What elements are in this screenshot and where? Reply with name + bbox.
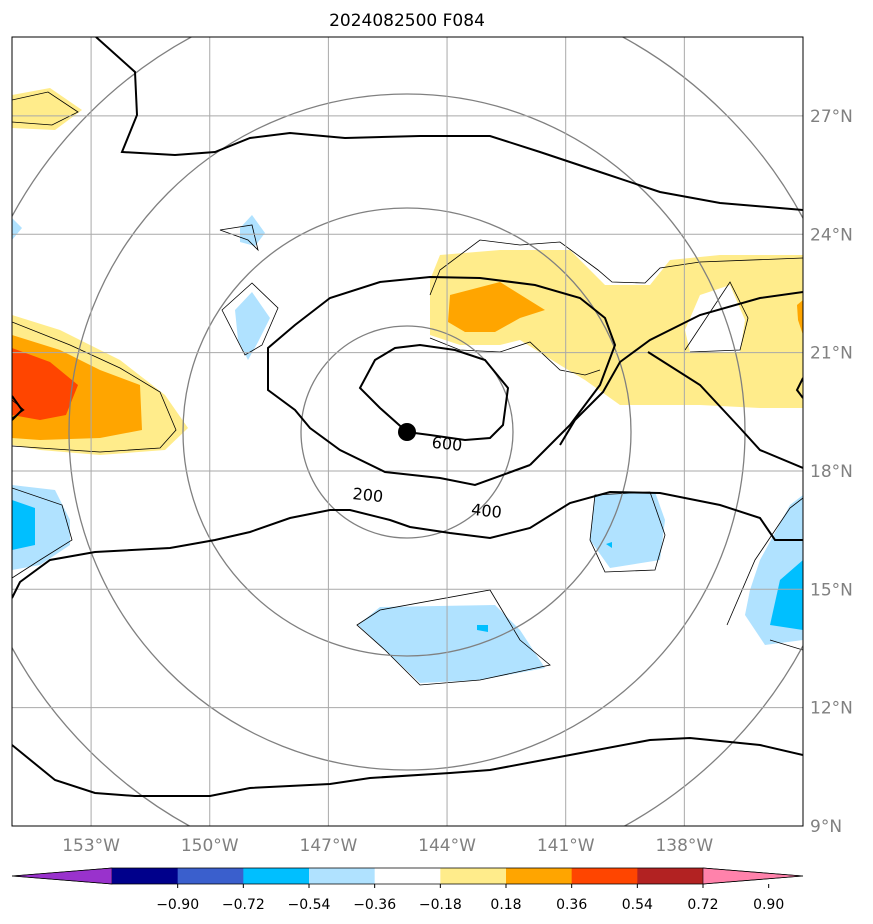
map-frame <box>11 36 804 827</box>
colorbar-label: 0.90 <box>753 897 784 913</box>
lat-tick-label: 15°N <box>810 580 853 600</box>
contour-south <box>12 736 803 797</box>
colorbar-segment <box>309 868 376 884</box>
colorbar-label: −0.36 <box>353 897 396 913</box>
colorbar-label: −0.18 <box>419 897 462 913</box>
lon-tick-label: 141°W <box>537 836 595 856</box>
storm-center-marker <box>398 423 416 441</box>
positive-region-northwest <box>12 88 82 130</box>
lat-tick-label: 12°N <box>810 699 853 719</box>
lon-tick-label: 147°W <box>300 836 358 856</box>
thin-contours <box>12 91 803 686</box>
deep-negative-speck-south <box>477 625 488 632</box>
colorbar-segment <box>112 868 179 884</box>
contour-north-outer <box>95 37 803 211</box>
distance-rings <box>12 37 803 826</box>
colorbar-label: −0.54 <box>288 897 331 913</box>
contour-east <box>559 291 803 446</box>
negative-region-north <box>240 215 265 246</box>
negative-region-westedge <box>12 218 22 240</box>
ring-2 <box>182 207 632 657</box>
lat-tick-label: 18°N <box>810 462 853 482</box>
longitude-tick-labels: 153°W 150°W 147°W 144°W 141°W 138°W <box>62 836 713 856</box>
contour-400 <box>267 275 617 487</box>
positive-hole-east <box>685 285 745 352</box>
contour-east-edge <box>795 377 803 399</box>
lon-tick-label: 144°W <box>418 836 476 856</box>
colorbar-extend-low <box>11 867 113 885</box>
deep-negative-southwest <box>12 500 35 550</box>
colorbar-segment <box>506 868 573 884</box>
negative-region-mid <box>235 292 270 360</box>
map-title: 2024082500 F084 <box>329 11 485 31</box>
colorbar-label: 0.72 <box>687 897 718 913</box>
lon-tick-label: 138°W <box>655 836 713 856</box>
colorbar-segment <box>243 868 310 884</box>
contour-label: 200 <box>352 484 384 506</box>
colorbar-segment <box>637 868 704 884</box>
lat-tick-label: 9°N <box>810 817 842 837</box>
map-panel <box>12 37 803 826</box>
negative-region-south <box>358 605 545 683</box>
contour-east-2 <box>647 351 803 469</box>
lat-tick-label: 24°N <box>810 225 853 245</box>
colorbar-label: 0.36 <box>556 897 587 913</box>
orange-region-east <box>448 282 545 332</box>
shaded-field <box>12 88 803 683</box>
contour-labels: 600 400 200 <box>352 433 503 522</box>
contour-label: 600 <box>431 433 463 455</box>
ring-3 <box>68 93 746 771</box>
contour-600 <box>358 343 510 442</box>
ring-1 <box>300 325 514 539</box>
colorbar-extend-high <box>702 867 804 885</box>
contour-200 <box>12 490 803 599</box>
colorbar-segment <box>571 868 638 884</box>
colorbar-segment <box>440 868 507 884</box>
contour-label: 400 <box>470 500 502 522</box>
colorbar-segment <box>374 868 441 884</box>
colorbar-label: −0.72 <box>222 897 265 913</box>
deep-negative-eastedge <box>770 560 803 630</box>
lon-tick-label: 153°W <box>62 836 120 856</box>
positive-region-east <box>430 250 803 408</box>
negative-region-southeast <box>590 492 665 568</box>
lon-tick-label: 150°W <box>181 836 239 856</box>
orange-region-far-east <box>797 300 803 335</box>
lat-tick-label: 27°N <box>810 107 853 127</box>
red-region-west <box>12 348 78 420</box>
colorbar: −0.90 −0.72 −0.54 −0.36 −0.18 0.18 0.36 0.54 0.7… <box>11 867 804 913</box>
colorbar-segment <box>177 868 244 884</box>
colorbar-outline <box>11 867 804 885</box>
deep-negative-speck-southeast <box>606 542 612 548</box>
gridlines <box>12 37 803 826</box>
thick-contours <box>12 37 803 797</box>
latitude-tick-labels: 9°N 12°N 15°N 18°N 21°N 24°N 27°N <box>810 107 853 837</box>
colorbar-label: −0.90 <box>156 897 199 913</box>
lat-tick-label: 21°N <box>810 344 853 364</box>
colorbar-label: 0.18 <box>490 897 521 913</box>
colorbar-label: 0.54 <box>622 897 653 913</box>
contour-west-edge <box>12 395 24 421</box>
